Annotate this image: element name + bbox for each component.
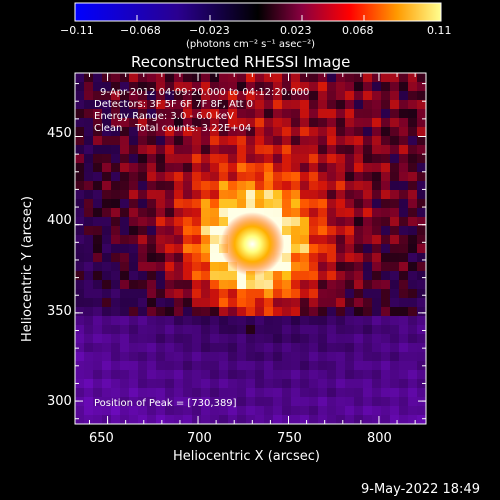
x-tick-label: 800 (367, 431, 392, 446)
colorbar (74, 2, 442, 22)
y-tick-label: 450 (47, 126, 72, 141)
colorbar-tick-label: 0.11 (427, 24, 452, 37)
colorbar-tick-label: 0.023 (280, 24, 312, 37)
plot-frame (74, 72, 427, 425)
axis-tick-marks (75, 73, 426, 424)
colorbar-units: (photons cm⁻² s⁻¹ asec⁻²) (186, 39, 316, 50)
energy-range-annotation: Energy Range: 3.0 - 6.0 keV (94, 111, 234, 122)
detectors-annotation: Detectors: 3F 5F 6F 7F 8F, Att 0 (94, 99, 254, 110)
colorbar-tick-label: 0.068 (342, 24, 374, 37)
colorbar-tick-marks (74, 15, 442, 21)
colorbar-tick-label: −0.11 (60, 24, 94, 37)
x-tick-label: 700 (187, 431, 212, 446)
x-tick-label: 650 (89, 431, 114, 446)
y-tick-label: 400 (47, 213, 72, 228)
peak-glow (220, 212, 285, 277)
colorbar-tick-label: −0.068 (120, 24, 161, 37)
rhessi-image (75, 73, 426, 424)
y-axis-label: Heliocentric Y (arcsec) (20, 196, 35, 342)
plot-timestamp: 9-May-2022 18:49 (361, 482, 480, 497)
colorbar-tick-label: −0.023 (189, 24, 230, 37)
x-tick-label: 750 (277, 431, 302, 446)
plot-title: Reconstructed RHESSI Image (131, 53, 351, 71)
x-axis-label: Heliocentric X (arcsec) (173, 449, 320, 464)
method-counts-annotation: Clean Total counts: 3.22E+04 (94, 123, 252, 134)
y-tick-label: 300 (47, 394, 72, 409)
time-range-annotation: 9-Apr-2012 04:09:20.000 to 04:12:20.000 (100, 87, 310, 98)
peak-position-annotation: Position of Peak = [730,389] (94, 398, 237, 409)
y-tick-label: 350 (47, 304, 72, 319)
